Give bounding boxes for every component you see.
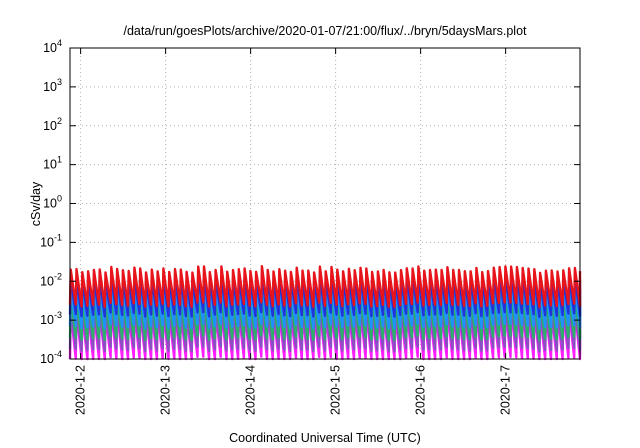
y-axis-label: cSv/day (29, 181, 43, 226)
series-line (68, 265, 582, 309)
x-axis: 2020-1-2 2020-1-3 2020-1-4 2020-1-5 2020-1-6… (74, 48, 513, 415)
x-tick-label: 2020-1-5 (329, 365, 343, 415)
x-tick-label: 2020-1-2 (74, 365, 88, 415)
x-tick-label: 2020-1-3 (159, 365, 173, 415)
x-axis-label: Coordinated Universal Time (UTC) (229, 431, 421, 445)
y-tick-label: 102 (43, 116, 62, 133)
y-tick-label: 10-1 (40, 232, 62, 249)
y-tick-label: 100 (43, 194, 62, 211)
x-tick-label: 2020-1-7 (499, 365, 513, 415)
y-tick-label: 10-3 (40, 310, 62, 327)
chart-title: /data/run/goesPlots/archive/2020-01-07/2… (123, 24, 527, 38)
y-tick-label: 101 (43, 155, 62, 172)
x-tick-label: 2020-1-6 (414, 365, 428, 415)
y-tick-label: 10-4 (40, 349, 62, 366)
y-tick-label: 103 (43, 77, 62, 94)
y-axis: 104 103 102 101 100 10-1 10-2 10-3 10-4 (40, 38, 580, 366)
x-tick-label: 2020-1-4 (244, 365, 258, 415)
series-group (68, 265, 582, 361)
y-tick-label: 104 (43, 38, 62, 55)
y-tick-label: 10-2 (40, 271, 62, 288)
